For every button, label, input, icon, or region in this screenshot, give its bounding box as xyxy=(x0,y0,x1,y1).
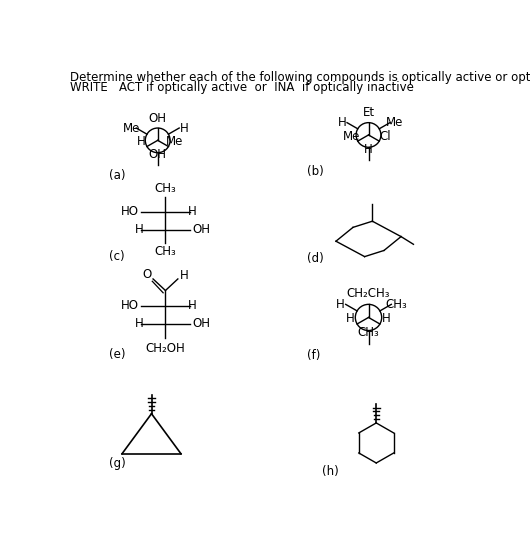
Text: (e): (e) xyxy=(109,348,126,361)
Text: H: H xyxy=(180,269,189,282)
Text: Determine whether each of the following compounds is optically active or optical: Determine whether each of the following … xyxy=(70,71,530,84)
Text: OH: OH xyxy=(149,111,167,124)
Text: H: H xyxy=(135,317,144,330)
Text: H: H xyxy=(188,206,196,218)
Text: H: H xyxy=(135,223,144,236)
Text: Me: Me xyxy=(166,135,183,148)
Text: (b): (b) xyxy=(306,165,323,178)
Text: (c): (c) xyxy=(109,250,125,263)
Text: O: O xyxy=(142,268,152,281)
Text: (d): (d) xyxy=(306,251,323,265)
Text: CH₂OH: CH₂OH xyxy=(146,342,185,354)
Text: H: H xyxy=(338,116,347,129)
Text: H: H xyxy=(364,143,373,156)
Text: (h): (h) xyxy=(322,465,339,478)
Text: (f): (f) xyxy=(306,349,320,362)
Text: Me: Me xyxy=(122,122,140,134)
Text: CH₂CH₃: CH₂CH₃ xyxy=(347,287,390,300)
Text: HO: HO xyxy=(121,300,139,312)
Text: OH: OH xyxy=(149,148,167,161)
Text: CH₃: CH₃ xyxy=(386,298,408,311)
Text: CH₃: CH₃ xyxy=(155,245,176,258)
Text: CH₃: CH₃ xyxy=(358,326,379,339)
Text: OH: OH xyxy=(192,223,210,236)
Text: H: H xyxy=(336,298,344,311)
Text: WRITE   ACT if optically active  or  INA  if optically inactive: WRITE ACT if optically active or INA if … xyxy=(70,81,414,94)
Text: H: H xyxy=(137,135,145,148)
Text: CH₃: CH₃ xyxy=(155,183,176,195)
Text: H: H xyxy=(180,122,189,134)
Text: HO: HO xyxy=(121,206,139,218)
Text: H: H xyxy=(188,300,196,312)
Text: Me: Me xyxy=(386,116,404,129)
Text: Cl: Cl xyxy=(379,129,391,143)
Text: H: H xyxy=(382,312,391,325)
Text: OH: OH xyxy=(192,317,210,330)
Text: (a): (a) xyxy=(109,169,126,181)
Text: (g): (g) xyxy=(109,458,126,470)
Text: Me: Me xyxy=(343,129,360,143)
Text: Et: Et xyxy=(363,106,375,119)
Text: H: H xyxy=(346,312,355,325)
